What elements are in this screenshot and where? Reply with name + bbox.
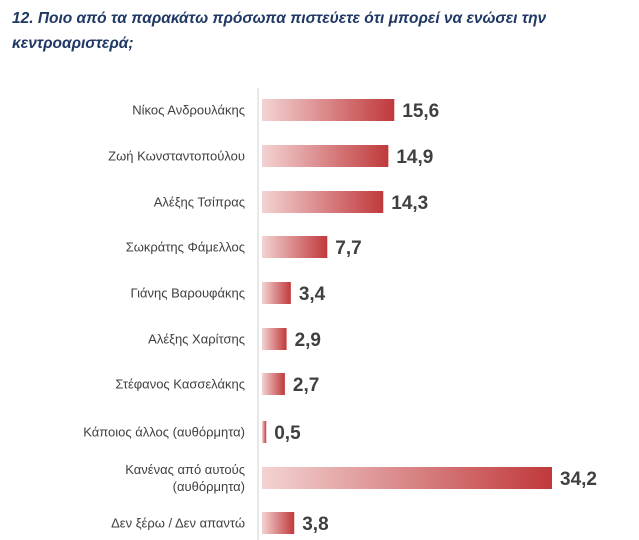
data-label: 34,2: [560, 469, 597, 490]
category-label: Αλέξης Χαρίτσης: [148, 332, 245, 347]
data-label: 0,5: [274, 423, 301, 444]
data-label: 7,7: [335, 238, 361, 259]
bar: [262, 467, 552, 489]
data-label: 14,9: [396, 147, 433, 168]
data-label: 2,9: [295, 330, 321, 351]
category-label: Σωκράτης Φάμελλος: [126, 240, 245, 255]
bar: [262, 512, 295, 534]
bar: [262, 236, 328, 258]
bar: [262, 99, 395, 121]
category-label: Κάποιος άλλος (αυθόρμητα): [83, 425, 245, 440]
data-label: 3,4: [299, 284, 326, 305]
data-label: 2,7: [293, 375, 319, 396]
category-label: Ζωή Κωνσταντοπούλου: [108, 149, 245, 164]
category-label: Αλέξης Τσίπρας: [154, 195, 245, 210]
category-label: Δεν ξέρω / Δεν απαντώ: [111, 516, 245, 531]
category-label: Στέφανος Κασσελάκης: [115, 377, 245, 392]
data-label: 15,6: [402, 101, 439, 122]
bar: [262, 328, 287, 350]
bar: [262, 145, 389, 167]
bar: [262, 282, 291, 304]
bar: [262, 373, 285, 395]
data-label: 14,3: [391, 193, 428, 214]
data-label: 3,8: [302, 514, 328, 535]
category-label: Κανένας από αυτούς (αυθόρμητα): [125, 462, 245, 494]
category-label: Νίκος Ανδρουλάκης: [132, 103, 245, 118]
category-label: Γιάνης Βαρουφάκης: [131, 286, 245, 301]
bar: [262, 421, 267, 443]
bar: [262, 191, 384, 213]
chart-title: 12. Ποιο από τα παρακάτω πρόσωπα πιστεύε…: [12, 10, 547, 52]
